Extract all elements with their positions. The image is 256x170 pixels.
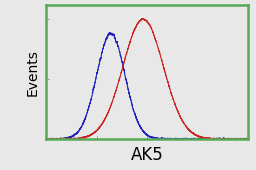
Y-axis label: Events: Events: [26, 49, 40, 96]
X-axis label: AK5: AK5: [131, 146, 164, 164]
